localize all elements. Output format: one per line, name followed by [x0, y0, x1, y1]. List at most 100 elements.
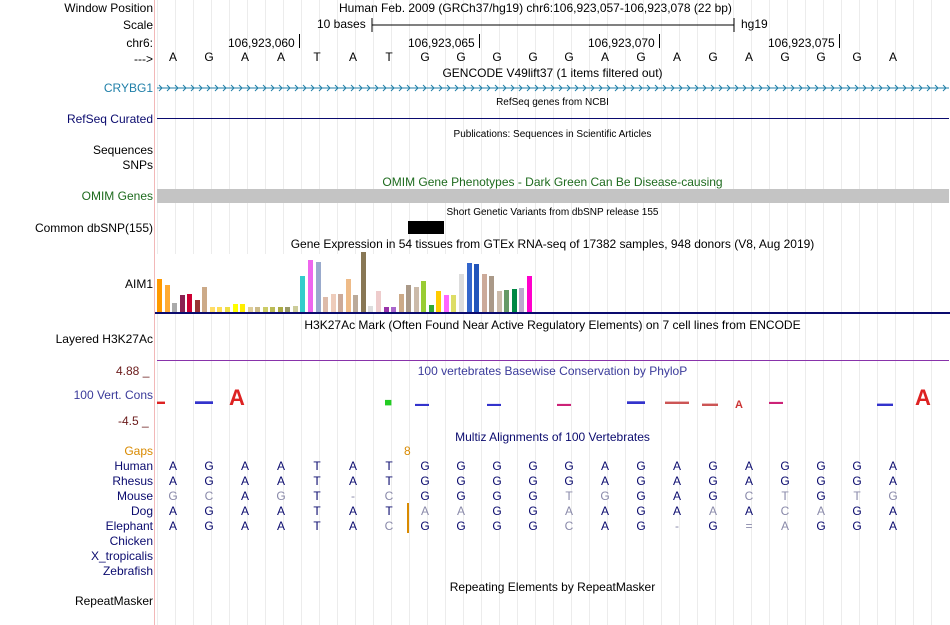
ruler-base: A [348, 50, 357, 64]
gtex-tissue-bar[interactable] [255, 307, 261, 312]
gtex-tissue-bar[interactable] [224, 307, 230, 312]
gtex-tissue-bar[interactable] [285, 307, 291, 312]
gtex-tissue-bar[interactable] [443, 295, 449, 312]
alignment-base: G [708, 489, 718, 503]
gtex-tissue-bar[interactable] [526, 276, 532, 312]
gtex-tissue-bar[interactable] [323, 297, 329, 312]
alignment-base: A [276, 474, 285, 488]
snps-label[interactable]: SNPs [122, 158, 153, 172]
species-label-mouse[interactable]: Mouse [116, 489, 153, 503]
alignment-base: G [204, 519, 214, 533]
gtex-tissue-bar[interactable] [489, 276, 495, 312]
repeatmasker-track-title: Repeating Elements by RepeatMasker [449, 580, 656, 594]
gtex-tissue-bar[interactable] [194, 300, 200, 312]
alignment-base: A [600, 504, 609, 518]
gtex-tissue-bar[interactable] [481, 274, 487, 312]
dbsnp-variant-block[interactable] [408, 221, 444, 234]
window-position-label: Window Position [64, 1, 153, 15]
gtex-tissue-bar[interactable] [368, 306, 374, 312]
gtex-tissue-bar[interactable] [164, 285, 170, 312]
gtex-tissue-bar[interactable] [519, 288, 525, 312]
gtex-tissue-bar[interactable] [240, 304, 246, 312]
gtex-tissue-bar[interactable] [157, 279, 162, 312]
gtex-tissue-bar[interactable] [202, 287, 208, 312]
species-label-zebrafish[interactable]: Zebrafish [102, 564, 153, 578]
gtex-gene-label[interactable]: AIM1 [124, 277, 153, 291]
alignment-base: G [564, 474, 574, 488]
gtex-tissue-bar[interactable] [179, 295, 185, 312]
alignment-base: G [276, 489, 286, 503]
ruler-base: G [528, 50, 538, 64]
gtex-tissue-bar[interactable] [353, 295, 359, 312]
refseq-feature-line[interactable] [157, 118, 949, 119]
dbsnp-label[interactable]: Common dbSNP(155) [34, 221, 153, 235]
gtex-tissue-bar[interactable] [511, 289, 517, 312]
gtex-tissue-bar[interactable] [292, 306, 298, 312]
gtex-tissue-bar[interactable] [300, 276, 306, 312]
gtex-tissue-bar[interactable] [496, 291, 502, 312]
phylop-mark: ▬▬ [195, 396, 213, 406]
gtex-tissue-bar[interactable] [209, 307, 215, 312]
gtex-tissue-bar[interactable] [172, 303, 178, 312]
gtex-tissue-bar[interactable] [466, 263, 472, 312]
gaps-label[interactable]: Gaps [124, 444, 153, 458]
gtex-tissue-bar[interactable] [187, 294, 193, 312]
species-label-rhesus[interactable]: Rhesus [112, 474, 153, 488]
gtex-tissue-bar[interactable] [360, 252, 366, 312]
alignment-base: A [708, 504, 717, 518]
species-label-human[interactable]: Human [114, 459, 153, 473]
assembly-label: hg19 [741, 17, 768, 31]
alignment-base: G [636, 489, 646, 503]
gtex-tissue-bar[interactable] [338, 294, 344, 312]
alignment-base: A [168, 474, 177, 488]
ruler-base: A [168, 50, 177, 64]
gtex-tissue-bar[interactable] [504, 290, 510, 312]
gtex-tissue-bar[interactable] [398, 294, 404, 312]
gtex-tissue-bar[interactable] [247, 307, 253, 312]
gtex-tissue-bar[interactable] [345, 279, 351, 312]
alignment-base: G [420, 474, 430, 488]
phylop-logo-plot[interactable]: ▬ ▬▬ A ▀ ▬▬ ▬▬ ▬▬ ▬▬ ▬▬▬ ▬▬ A ▬▬ ▬▬ A [157, 384, 949, 412]
gtex-tissue-bar[interactable] [451, 295, 457, 312]
omim-label[interactable]: OMIM Genes [81, 189, 153, 203]
h3k27ac-label[interactable]: Layered H3K27Ac [55, 332, 153, 346]
alignment-base: A [348, 504, 357, 518]
species-label-elephant[interactable]: Elephant [105, 519, 153, 533]
h3k27ac-signal-line[interactable] [157, 360, 949, 361]
gtex-tissue-bar[interactable] [262, 307, 268, 312]
gtex-tissue-bar[interactable] [383, 307, 389, 312]
gtex-tissue-bar[interactable] [436, 291, 442, 312]
gtex-tissue-bar[interactable] [315, 262, 321, 312]
omim-feature-bar[interactable] [157, 189, 949, 203]
gtex-tissue-bar[interactable] [459, 274, 464, 312]
dbsnp-track-title: Short Genetic Variants from dbSNP releas… [446, 207, 659, 218]
alignment-base: G [816, 459, 826, 473]
phylop-label[interactable]: 100 Vert. Cons [73, 388, 153, 402]
gtex-tissue-bar[interactable] [413, 287, 419, 312]
alignment-base: G [168, 489, 178, 503]
gtex-tissue-bar[interactable] [217, 307, 223, 312]
gtex-tissue-bar[interactable] [270, 307, 276, 312]
ruler-base: G [816, 50, 826, 64]
gtex-tissue-bar[interactable] [308, 260, 313, 312]
gtex-bar-chart[interactable] [157, 252, 537, 312]
gene-label-crybg1[interactable]: CRYBG1 [103, 81, 153, 95]
alignment-base: G [528, 474, 538, 488]
species-label-chicken[interactable]: Chicken [109, 534, 153, 548]
gtex-tissue-bar[interactable] [474, 264, 480, 312]
gtex-tissue-bar[interactable] [391, 307, 397, 312]
refseq-label[interactable]: RefSeq Curated [66, 112, 153, 126]
gencode-gene-feature[interactable] [157, 82, 949, 94]
gtex-tissue-bar[interactable] [375, 291, 381, 312]
species-label-dog[interactable]: Dog [130, 504, 153, 518]
gtex-tissue-bar[interactable] [232, 304, 238, 312]
gtex-tissue-bar[interactable] [406, 285, 412, 312]
sequences-label[interactable]: Sequences [92, 143, 153, 157]
gtex-tissue-bar[interactable] [330, 294, 336, 312]
gtex-tissue-bar[interactable] [277, 307, 283, 312]
species-label-x_tropicalis[interactable]: X_tropicalis [90, 549, 153, 563]
repeatmasker-label[interactable]: RepeatMasker [74, 594, 153, 608]
gtex-tissue-bar[interactable] [421, 281, 427, 312]
gtex-tissue-bar[interactable] [428, 305, 434, 312]
